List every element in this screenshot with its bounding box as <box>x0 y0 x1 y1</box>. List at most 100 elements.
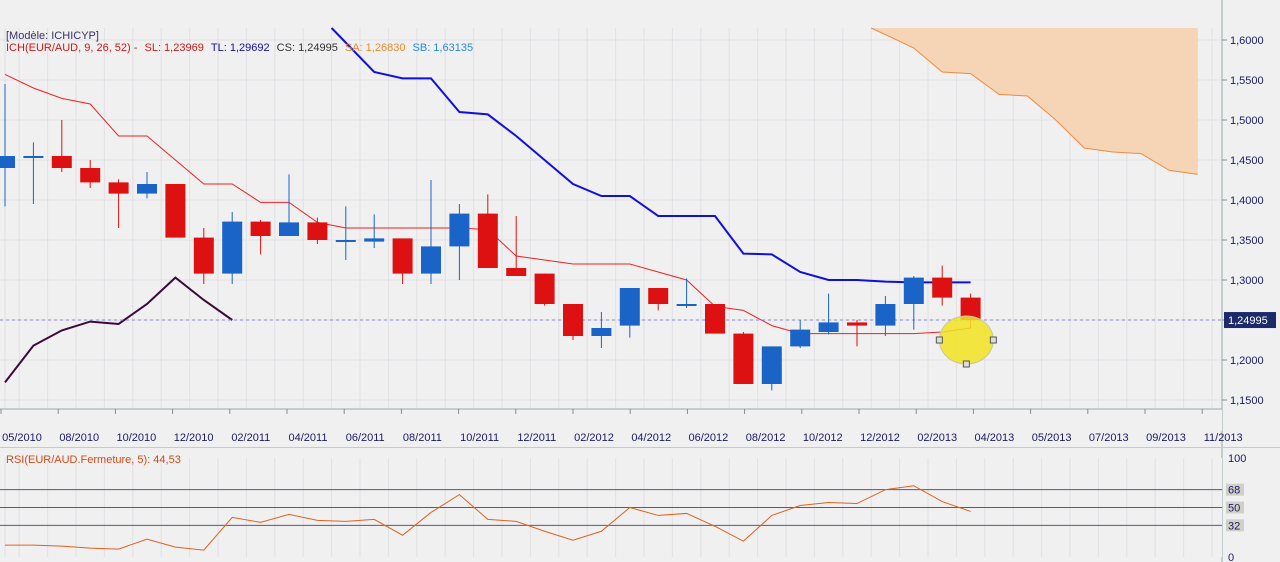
candle-body <box>591 328 612 336</box>
candle-body <box>222 221 243 274</box>
ichimoku-legend: ICH(EUR/AUD, 9, 26, 52) - SL: 1,23969 TL… <box>6 42 473 54</box>
rsi-tick-label: 50 <box>1228 503 1240 515</box>
axis-bg <box>1223 0 1280 562</box>
price-tick-label: 1,3000 <box>1230 275 1264 287</box>
top-strip <box>0 0 1280 28</box>
model-label: [Modèle: ICHICYP] <box>6 30 99 42</box>
candle-body <box>648 288 669 304</box>
candle-body <box>165 184 186 238</box>
candle-body <box>960 297 981 320</box>
legend-sa: SA: 1,26830 <box>344 42 406 54</box>
time-tick-label: 02/2013 <box>917 432 957 444</box>
price-tick-label: 1,3500 <box>1230 235 1264 247</box>
legend-ich: ICH(EUR/AUD, 9, 26, 52) - <box>6 42 138 54</box>
time-tick-label: 06/2011 <box>346 432 385 444</box>
rsi-tick-label: 32 <box>1228 520 1240 532</box>
rsi-tick-label: 0 <box>1228 552 1234 562</box>
price-tick-label: 1,5500 <box>1230 75 1264 87</box>
candle-body <box>534 273 555 304</box>
time-axis: 05/2010 08/2010 10/2010 12/2010 02/2011 04/20… <box>0 408 1243 444</box>
price-tick-label: 1,5000 <box>1230 115 1264 127</box>
candle-body <box>903 277 924 304</box>
candle-body <box>307 222 328 240</box>
rsi-tick-label: 68 <box>1228 485 1240 497</box>
time-tick-label: 05/2010 <box>2 432 42 444</box>
resize-handle[interactable] <box>962 360 970 368</box>
candle-body <box>364 238 385 242</box>
candle-body <box>563 304 583 336</box>
candle-body <box>676 304 697 306</box>
price-marker: 1,24995 <box>1224 312 1276 329</box>
candle-body <box>932 277 953 298</box>
candle-body <box>421 246 441 274</box>
candle-body <box>137 184 157 194</box>
time-tick-label: 06/2012 <box>689 432 729 444</box>
kumo-fill <box>871 28 1198 175</box>
candle-body <box>705 304 725 334</box>
candle-body <box>335 240 356 242</box>
price-axis: 1,6000 1,5500 1,5000 1,4500 1,4000 1,3500 1,30… <box>1222 0 1280 562</box>
time-tick-label: 04/2011 <box>289 432 328 444</box>
selection-highlight[interactable] <box>935 315 997 368</box>
candle-body <box>619 288 640 326</box>
rsi-separator <box>0 447 1280 448</box>
rsi-level-badge <box>1226 483 1244 496</box>
time-tick-label: 10/2012 <box>803 432 843 444</box>
candle-body <box>875 304 896 326</box>
candle-body <box>477 213 498 268</box>
candle-body <box>108 182 129 194</box>
time-tick-label: 12/2012 <box>860 432 900 444</box>
time-tick-label: 10/2010 <box>117 432 157 444</box>
rsi-legend: RSI(EUR/AUD.Fermeture, 5): 44,53 <box>6 454 181 466</box>
candle-body <box>790 329 811 347</box>
resize-handle[interactable] <box>935 336 943 344</box>
time-tick-label: 04/2013 <box>975 432 1015 444</box>
time-tick-label: 10/2011 <box>460 432 499 444</box>
time-tick-label: 02/2012 <box>574 432 614 444</box>
candle-body <box>250 221 271 236</box>
legend-tl: TL: 1,29692 <box>210 42 270 54</box>
kumo-cloud <box>870 27 1198 175</box>
candle-body <box>818 322 839 332</box>
rsi-level-badge <box>1226 519 1244 532</box>
candle-body <box>51 156 72 168</box>
time-tick-label: 08/2012 <box>746 432 786 444</box>
time-tick-label: 09/2013 <box>1146 432 1186 444</box>
candle-body <box>733 333 754 384</box>
time-tick-label: 02/2011 <box>231 432 270 444</box>
candle-body <box>80 168 101 183</box>
price-tick-label: 1,2000 <box>1230 355 1264 367</box>
rsi-tick-label: 100 <box>1228 453 1246 465</box>
resize-handle[interactable] <box>989 336 997 344</box>
time-tick-label: 08/2010 <box>59 432 99 444</box>
time-tick-label: 12/2010 <box>174 432 214 444</box>
time-tick-label: 08/2011 <box>403 432 442 444</box>
price-tick-label: 1,4000 <box>1230 195 1264 207</box>
time-tick-label: 04/2012 <box>631 432 671 444</box>
senkou-a-line <box>870 27 1198 175</box>
rsi-level-badge <box>1226 501 1244 514</box>
candle-body <box>193 237 214 274</box>
legend-cs: CS: 1,24995 <box>276 42 338 54</box>
candle-body <box>279 222 299 236</box>
highlight-ellipse[interactable] <box>938 315 994 365</box>
tenkan-tl-line <box>330 27 971 284</box>
xaxis-bg <box>0 409 1222 431</box>
legend-sb: SB: 1,63135 <box>412 42 474 54</box>
price-marker-bg <box>1224 312 1276 329</box>
rsi-line <box>5 485 971 551</box>
price-tick-label: 1,6000 <box>1230 35 1264 47</box>
chikou-cs-line <box>4 276 233 384</box>
candlesticks <box>0 84 981 391</box>
candle-body <box>449 213 470 247</box>
candle-body <box>506 268 527 276</box>
time-tick-label: 12/2011 <box>517 432 556 444</box>
candle-body <box>847 322 867 326</box>
time-tick-label: 05/2013 <box>1032 432 1072 444</box>
candle-body <box>0 156 15 168</box>
price-marker-label: 1,24995 <box>1228 315 1268 327</box>
candle-body <box>392 238 413 274</box>
legend-sl: SL: 1,23969 <box>144 42 204 54</box>
price-tick-label: 1,1500 <box>1230 395 1264 407</box>
